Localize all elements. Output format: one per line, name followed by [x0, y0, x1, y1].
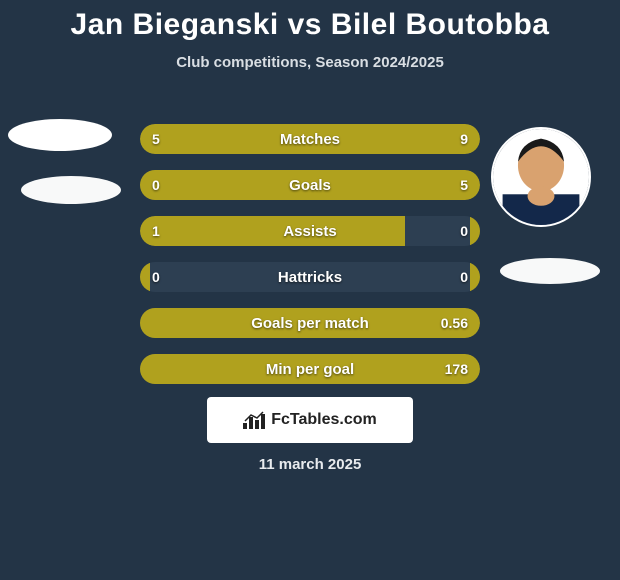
stat-label: Min per goal	[140, 354, 480, 384]
footer-date: 11 march 2025	[0, 456, 620, 473]
stat-label: Matches	[140, 124, 480, 154]
page-title: Jan Bieganski vs Bilel Boutobba	[0, 0, 620, 42]
stat-row: Hattricks0 0	[140, 262, 480, 292]
stat-row: Assists1 0	[140, 216, 480, 246]
stat-row: Goals per match0.56	[140, 308, 480, 338]
source-badge-label: FcTables.com	[271, 411, 377, 429]
stat-value-right: 178	[445, 354, 468, 384]
stat-label: Hattricks	[140, 262, 480, 292]
player-right-shadow	[500, 258, 600, 284]
stat-value-right: 9	[460, 124, 468, 154]
stat-value-right: 0	[460, 262, 468, 292]
stat-value-right: 0	[460, 216, 468, 246]
subtitle: Club competitions, Season 2024/2025	[0, 54, 620, 71]
fctables-logo-icon	[243, 411, 265, 429]
stat-value-left: 1	[152, 216, 160, 246]
stat-value-right: 5	[460, 170, 468, 200]
player-right-avatar	[491, 127, 591, 227]
player-left-avatar	[8, 119, 112, 151]
stat-label: Assists	[140, 216, 480, 246]
stat-value-right: 0.56	[441, 308, 468, 338]
player-left-shadow	[21, 176, 121, 204]
comparison-bars: Matches59Goals05Assists10Hattricks00Goal…	[140, 124, 480, 400]
source-badge: FcTables.com	[207, 397, 413, 443]
stat-row: Matches5 9	[140, 124, 480, 154]
player-right-face-icon	[493, 129, 589, 225]
stat-row: Goals0 5	[140, 170, 480, 200]
stat-value-left: 0	[152, 170, 160, 200]
stat-row: Min per goal178	[140, 354, 480, 384]
stat-label: Goals	[140, 170, 480, 200]
stat-label: Goals per match	[140, 308, 480, 338]
stat-value-left: 0	[152, 262, 160, 292]
stat-value-left: 5	[152, 124, 160, 154]
